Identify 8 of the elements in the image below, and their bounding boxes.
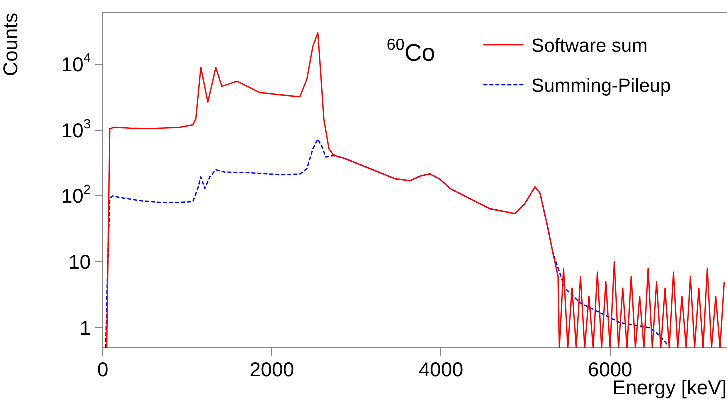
legend-label: Software sum [532,36,648,57]
x-tick-label: 0 [97,360,109,382]
legend-label: Summing-Pileup [532,76,672,97]
x-tick-label: 2000 [250,360,294,382]
x-tick-label: 4000 [418,360,464,382]
y-axis-title: Counts [0,13,23,76]
y-tick-label: 1 [80,318,91,340]
y-tick-label: 10 [68,252,92,274]
